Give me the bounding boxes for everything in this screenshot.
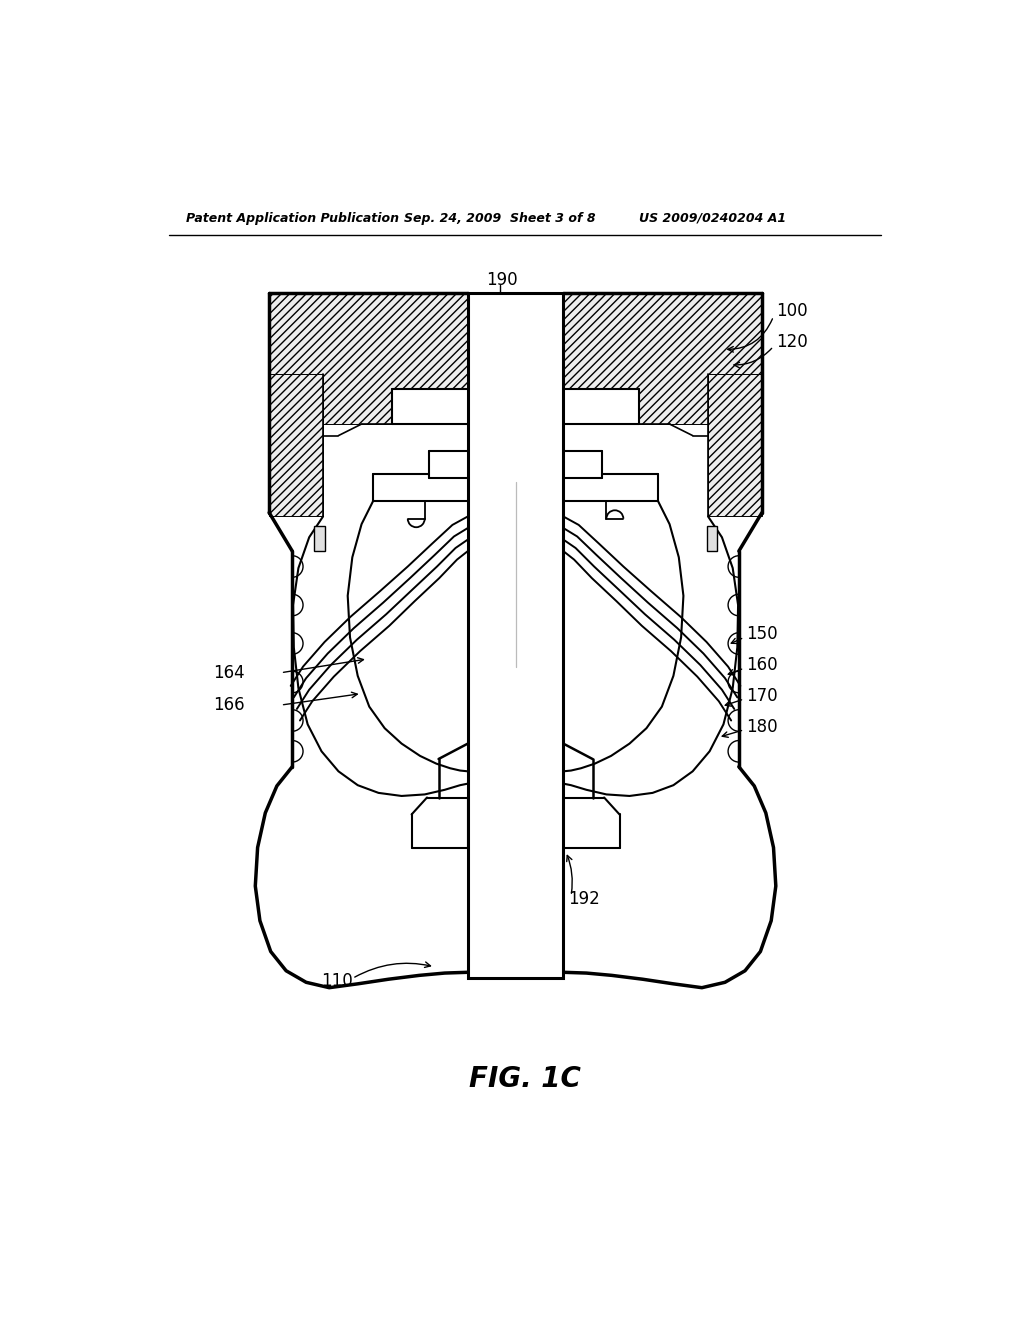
- Polygon shape: [707, 527, 717, 552]
- Text: 192: 192: [568, 890, 600, 908]
- Text: 120: 120: [776, 333, 808, 351]
- Text: 160: 160: [746, 656, 778, 675]
- Text: 190: 190: [486, 271, 518, 289]
- Text: Sep. 24, 2009  Sheet 3 of 8: Sep. 24, 2009 Sheet 3 of 8: [403, 213, 596, 224]
- Text: US 2009/0240204 A1: US 2009/0240204 A1: [639, 213, 785, 224]
- Polygon shape: [563, 293, 762, 424]
- Polygon shape: [269, 374, 323, 516]
- Bar: [468, 293, 563, 978]
- Polygon shape: [708, 374, 762, 516]
- Text: 164: 164: [213, 664, 245, 681]
- Text: FIG. 1C: FIG. 1C: [469, 1064, 581, 1093]
- Text: 170: 170: [746, 686, 778, 705]
- Polygon shape: [269, 293, 468, 424]
- Text: 150: 150: [746, 626, 778, 643]
- Text: 110: 110: [322, 972, 353, 990]
- Text: 100: 100: [776, 302, 808, 319]
- Text: Patent Application Publication: Patent Application Publication: [186, 213, 399, 224]
- Polygon shape: [313, 527, 325, 552]
- Text: 166: 166: [213, 696, 245, 714]
- Text: 180: 180: [746, 718, 778, 735]
